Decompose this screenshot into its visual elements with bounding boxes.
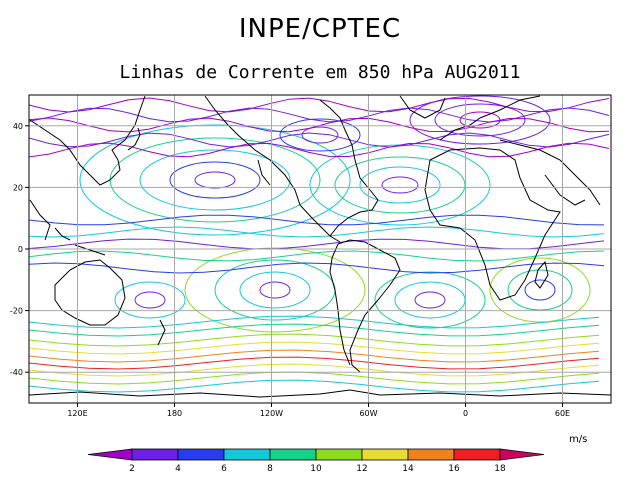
streamline — [381, 176, 419, 194]
streamline — [29, 238, 605, 250]
colorbar-segment — [131, 448, 179, 461]
africa-coast — [424, 147, 561, 301]
lat-tick-label: 0 — [18, 245, 23, 254]
lon-tick-label: 0 — [463, 409, 468, 418]
streamline — [29, 132, 610, 148]
streamline — [194, 171, 236, 189]
streamline — [259, 281, 291, 299]
greenland-coast — [399, 95, 446, 119]
streamline — [29, 107, 610, 123]
colorbar-segment — [269, 448, 317, 461]
streamline — [374, 271, 486, 329]
europe-coast — [439, 95, 601, 206]
colorbar-segment — [453, 448, 501, 461]
streamline — [29, 323, 600, 337]
streamline — [279, 118, 361, 152]
lon-tick-label: 120E — [67, 409, 87, 418]
southeast-asia-coast — [29, 199, 106, 256]
madagascar-coast — [534, 260, 549, 289]
axis-ticks: 40 20 0 -20 -40 120E 180 120W 60W 0 60E — [10, 122, 570, 418]
lon-tick-label: 60E — [555, 409, 570, 418]
antarctica-coast — [29, 389, 611, 398]
map-title: INPE/CPTEC — [238, 14, 402, 44]
north-america-coast — [204, 95, 379, 243]
coastlines-layer — [29, 95, 611, 398]
colorbar-label: 4 — [175, 464, 181, 474]
streamline — [29, 97, 610, 113]
streamline — [301, 126, 339, 144]
lat-tick-label: 20 — [13, 183, 23, 192]
color-legend: 2 4 6 8 10 12 14 16 18 — [87, 448, 545, 474]
map-subtitle: Linhas de Corrente em 850 hPa AUG2011 — [119, 62, 521, 83]
streamline — [489, 257, 591, 323]
streamline — [524, 279, 556, 301]
streamline — [29, 349, 600, 363]
streamline — [239, 271, 311, 309]
streamline — [409, 95, 551, 145]
new-zealand-coast — [157, 319, 166, 346]
streamline — [359, 166, 441, 204]
streamline — [79, 124, 351, 236]
streamline — [134, 291, 166, 309]
streamline — [29, 371, 600, 385]
colorbar-label: 18 — [494, 464, 506, 474]
streamline — [29, 117, 610, 133]
streamline — [507, 269, 573, 311]
lat-tick-label: 40 — [13, 122, 23, 131]
colorbar-segment — [177, 448, 225, 461]
colorbar-label: 6 — [221, 464, 227, 474]
colorbar-label: 10 — [310, 464, 322, 474]
streamline — [29, 315, 600, 329]
streamline — [169, 161, 261, 199]
colorbar-label: 8 — [267, 464, 273, 474]
colorbar-segment — [361, 448, 409, 461]
lat-tick-label: -20 — [10, 307, 23, 316]
colorbar-segment — [407, 448, 455, 461]
streamline — [184, 247, 366, 333]
lon-tick-label: 180 — [167, 409, 182, 418]
streamline — [29, 226, 605, 238]
colorbar-segment — [315, 448, 363, 461]
streamline — [414, 291, 446, 309]
streamline — [29, 356, 600, 370]
colorbar-label: 12 — [356, 464, 367, 474]
streamline — [29, 379, 600, 393]
streamline — [29, 363, 600, 377]
streamline — [29, 214, 605, 226]
colorbar-label: 14 — [402, 464, 414, 474]
streamline — [29, 250, 605, 262]
lat-tick-label: -40 — [10, 368, 23, 377]
baja-coast — [257, 159, 271, 186]
streamline — [29, 333, 600, 347]
legend-units: m/s — [569, 434, 588, 445]
lon-tick-label: 120W — [260, 409, 283, 418]
arabia-coast — [544, 174, 586, 206]
lon-tick-label: 60W — [359, 409, 377, 418]
south-america-coast — [329, 239, 401, 373]
australia-coast — [54, 259, 126, 326]
streamline — [434, 103, 526, 137]
streamline — [394, 281, 466, 319]
colorbar-label: 16 — [448, 464, 460, 474]
streamlines-layer — [29, 95, 610, 393]
east-asia-coast — [29, 95, 146, 186]
lat-lon-grid — [29, 95, 611, 403]
streamline — [139, 149, 291, 211]
streamline — [29, 341, 600, 355]
colorbar-segment — [223, 448, 271, 461]
streamline — [114, 281, 186, 319]
streamline — [29, 262, 605, 274]
colorbar-max-arrow — [499, 448, 545, 461]
japan-coast — [127, 127, 141, 151]
colorbar-label: 2 — [129, 464, 135, 474]
streamline — [334, 156, 466, 214]
colorbar-min-arrow — [87, 448, 133, 461]
